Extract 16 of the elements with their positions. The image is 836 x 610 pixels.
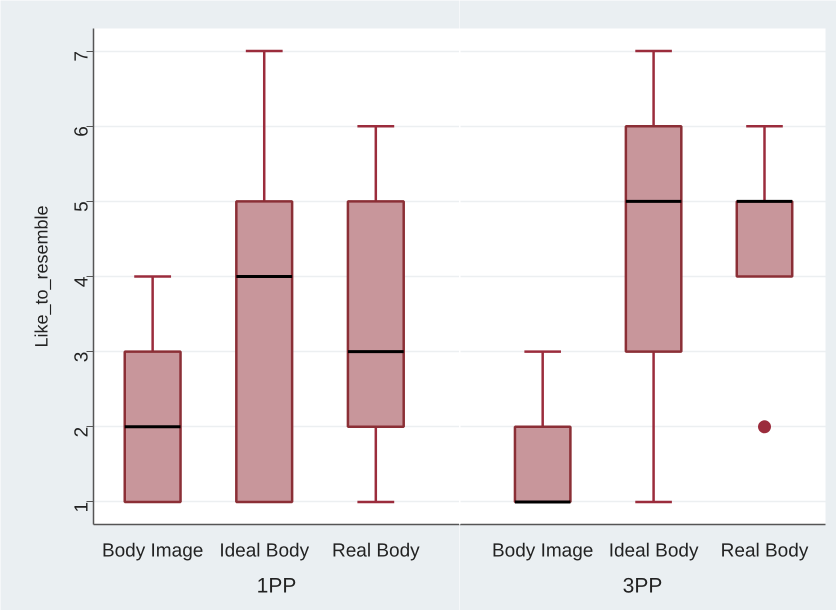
y-tick-label: 4 bbox=[72, 276, 92, 288]
y-tick-label: 1 bbox=[72, 502, 92, 513]
x-axis-title: 3PP bbox=[622, 574, 662, 598]
x-tick-label: Real Body bbox=[720, 540, 809, 562]
x-tick-label: Real Body bbox=[332, 540, 420, 562]
x-tick-label: Ideal Body bbox=[219, 540, 310, 562]
x-tick-label: Body Image bbox=[102, 540, 204, 562]
y-tick-label: 2 bbox=[72, 426, 92, 438]
y-axis-title: Like_to_resemble bbox=[32, 205, 52, 348]
y-tick-label: 3 bbox=[72, 352, 92, 362]
x-tick-label: Body Image bbox=[492, 540, 594, 562]
y-tick-label: 6 bbox=[72, 126, 92, 137]
y-tick-label: 5 bbox=[72, 201, 92, 212]
x-axis-title: 1PP bbox=[256, 574, 296, 598]
y-tick-label: 7 bbox=[72, 51, 92, 62]
x-tick-label: Ideal Body bbox=[608, 540, 699, 562]
